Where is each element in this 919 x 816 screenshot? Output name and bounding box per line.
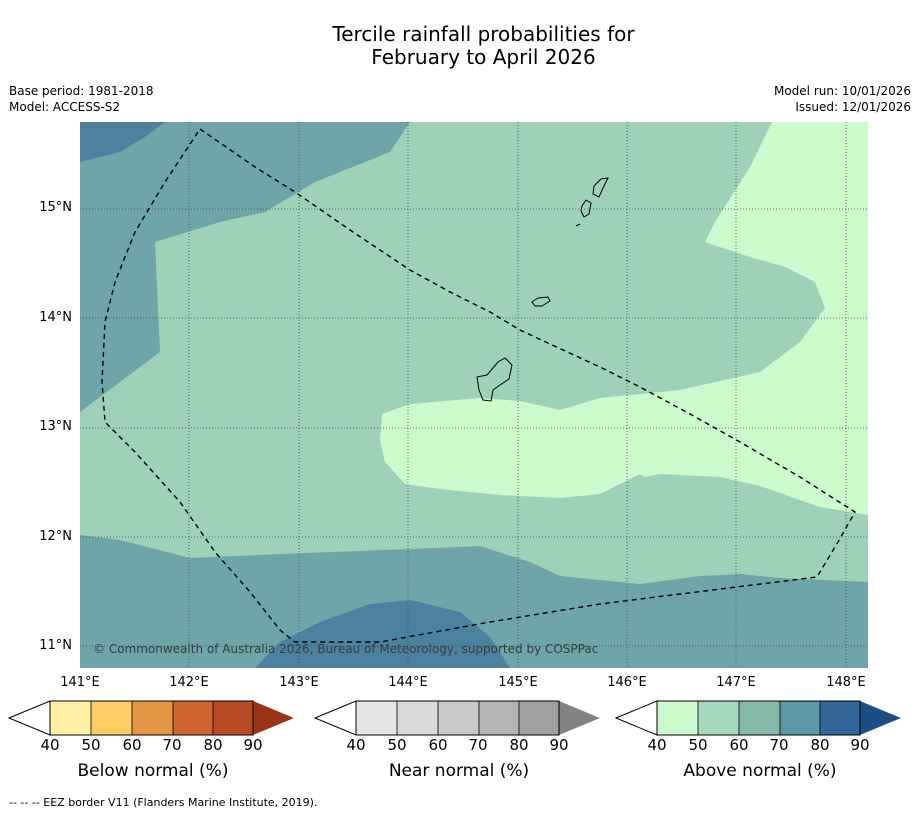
cb-near-under [314,700,357,736]
chart-title-line2: February to April 2026 [371,45,596,69]
lon-label-148: 148°E [826,675,866,690]
cb-above-swatch-4 [780,701,820,735]
model-run: Model run: 10/01/2026 [773,84,911,98]
rota-outline [531,296,551,307]
cb-above-swatch-1 [657,701,698,735]
cb-near-swatch-2 [397,701,438,735]
lon-label-143: 143°E [279,675,319,690]
cb-near-swatch-3 [438,701,479,735]
zone-above-60-south [80,535,868,668]
cb-above-under [615,700,658,736]
cb-near-tick-80: 80 [509,736,529,754]
cb-above-tick-60: 60 [729,736,749,754]
saipan-outline [592,177,609,198]
aguijan-outline [575,223,581,227]
lon-label-147: 147°E [716,675,756,690]
lat-label-11: 11°N [39,638,72,653]
cb-near-tick-90: 90 [549,736,569,754]
cb-below-over [253,701,294,735]
lat-label-15: 15°N [39,200,72,215]
cb-above-tick-40: 40 [647,736,667,754]
cb-above-tick-50: 50 [688,736,708,754]
lat-label-13: 13°N [39,419,72,434]
chart-title-line1: Tercile rainfall probabilities for [332,22,635,46]
issued-date: Issued: 12/01/2026 [795,100,911,114]
cb-near-swatch-5 [519,701,559,735]
cb-below-tick-70: 70 [162,736,182,754]
colorbar-below [8,700,294,736]
guam-outline [476,357,513,402]
cb-near-swatch-1 [356,701,397,735]
cb-above-tick-90: 90 [850,736,870,754]
cb-near-tick-70: 70 [468,736,488,754]
base-period: Base period: 1981-2018 [9,84,154,98]
cb-near-tick-60: 60 [428,736,448,754]
cb-below-swatch-1 [50,701,91,735]
meta-left: Base period: 1981-2018 Model: ACCESS-S2 [9,83,154,115]
cb-below-label: Below normal (%) [77,761,229,781]
lon-label-144: 144°E [388,675,428,690]
zone-above-70-nw [80,122,165,162]
cb-below-tick-80: 80 [203,736,223,754]
lon-label-142: 142°E [169,675,209,690]
cb-above-label: Above normal (%) [683,761,837,781]
cb-above-tick-70: 70 [769,736,789,754]
cb-near-label: Near normal (%) [388,761,530,781]
lon-label-141: 141°E [60,675,100,690]
map-panel: © Commonwealth of Australia 2026, Bureau… [80,122,868,668]
cb-above-swatch-2 [698,701,739,735]
copyright-text: © Commonwealth of Australia 2026, Bureau… [93,642,598,656]
cb-above-over [860,701,901,735]
cb-below-tick-90: 90 [243,736,263,754]
lon-label-145: 145°E [498,675,538,690]
colorbar-near [314,700,600,736]
cb-above-tick-80: 80 [810,736,830,754]
cb-below-tick-60: 60 [122,736,142,754]
lat-label-12: 12°N [39,529,72,544]
cb-below-swatch-5 [213,701,253,735]
cb-below-tick-50: 50 [81,736,101,754]
lon-label-146: 146°E [607,675,647,690]
cb-below-swatch-4 [173,701,213,735]
cb-below-under [8,700,51,736]
model-name: Model: ACCESS-S2 [9,100,121,114]
colorbar-above [615,700,901,736]
meta-right: Model run: 10/01/2026 Issued: 12/01/2026 [774,83,911,115]
lat-label-14: 14°N [39,310,72,325]
cb-below-swatch-3 [132,701,173,735]
cb-above-swatch-3 [739,701,780,735]
zone-above-70-south [255,600,510,668]
graticule [80,122,868,668]
cb-below-swatch-2 [91,701,132,735]
cb-near-over [559,701,600,735]
zone-above-60-west [80,122,410,412]
zone-above-40 [380,122,868,515]
map-svg: © Commonwealth of Australia 2026, Bureau… [80,122,868,668]
eez-footnote: -- -- -- EEZ border V11 (Flanders Marine… [9,796,318,809]
cb-near-tick-40: 40 [346,736,366,754]
cb-near-swatch-4 [479,701,519,735]
cb-above-swatch-5 [820,701,860,735]
cb-near-tick-50: 50 [387,736,407,754]
cb-below-tick-40: 40 [40,736,60,754]
tinian-outline [580,199,592,218]
